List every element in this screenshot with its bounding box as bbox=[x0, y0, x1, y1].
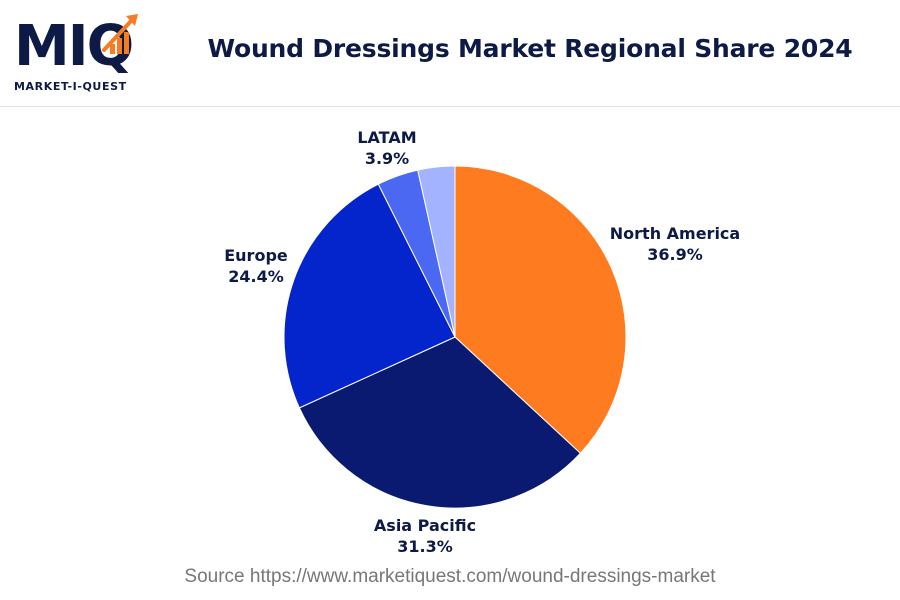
slice-label-north-america-name: North America bbox=[610, 224, 740, 243]
slice-label-asia-pacific-name: Asia Pacific bbox=[374, 516, 476, 535]
brand-logo[interactable]: MIQ MARKET-I-QUEST bbox=[14, 10, 164, 93]
slice-label-latam-value: 3.9% bbox=[365, 149, 409, 168]
source-citation: Source https://www.marketiquest.com/woun… bbox=[184, 566, 716, 587]
slice-label-north-america-value: 36.9% bbox=[647, 245, 703, 264]
header: MIQ MARKET-I-QUEST Wound Dressings Marke… bbox=[0, 0, 900, 107]
slice-label-latam-name: LATAM bbox=[357, 128, 416, 147]
slice-label-asia-pacific-value: 31.3% bbox=[397, 537, 453, 556]
chart-title: Wound Dressings Market Regional Share 20… bbox=[207, 34, 853, 63]
pie-slice-europe bbox=[283, 183, 456, 409]
slice-label-europe: Europe 24.4% bbox=[224, 246, 288, 286]
pie-chart: North America 36.9% Asia Pacific 31.3% E… bbox=[224, 128, 740, 556]
slice-label-asia-pacific: Asia Pacific 31.3% bbox=[374, 516, 476, 556]
pie-slice-north-america bbox=[454, 165, 627, 454]
slice-label-north-america: North America 36.9% bbox=[610, 224, 740, 264]
pie-slice-asia-pacific bbox=[298, 336, 582, 509]
slice-label-europe-value: 24.4% bbox=[228, 267, 284, 286]
pie-slices bbox=[283, 165, 627, 509]
logo-wordmark: MARKET-I-QUEST bbox=[14, 80, 127, 93]
logo-mark: MIQ bbox=[14, 14, 138, 76]
slice-label-latam: LATAM 3.9% bbox=[357, 128, 416, 168]
slice-label-europe-name: Europe bbox=[224, 246, 288, 265]
pie-slice-other bbox=[417, 165, 456, 338]
growth-arrow-icon bbox=[102, 14, 138, 54]
